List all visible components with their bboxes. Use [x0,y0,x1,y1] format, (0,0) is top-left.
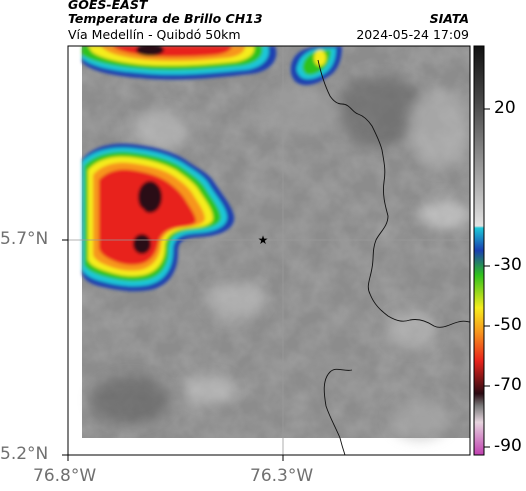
latitude-label: 5.7°N [0,229,49,249]
municipal-boundary-line [323,368,353,455]
longitude-label: 76.3°W [250,466,314,486]
latitude-label: 5.2°N [0,444,49,464]
route-subtitle: Vía Medellín - Quibdó 50km [68,27,241,42]
colorbar-tick-label: -90 [494,436,522,456]
timestamp-label: 2024-05-24 17:09 [356,27,469,42]
department-boundary-line [317,59,470,328]
colorbar-tick-label: -70 [494,375,522,395]
colorbar-tick-label: -30 [494,255,522,275]
convective-cloud-north [82,46,277,80]
convective-cloud-northeast [290,46,342,86]
organization-label: SIATA [429,11,469,26]
convective-cloud-west [82,143,235,292]
colorbar-tick-label: -50 [494,315,522,335]
satellite-source-label: GOES-EAST [68,0,148,12]
colorbar [473,45,490,456]
longitude-label: 76.8°W [33,466,97,486]
star-icon: ★ [258,233,269,247]
colorbar-tick-label: 20 [494,98,516,118]
product-title: Temperatura de Brillo CH13 [68,11,263,26]
